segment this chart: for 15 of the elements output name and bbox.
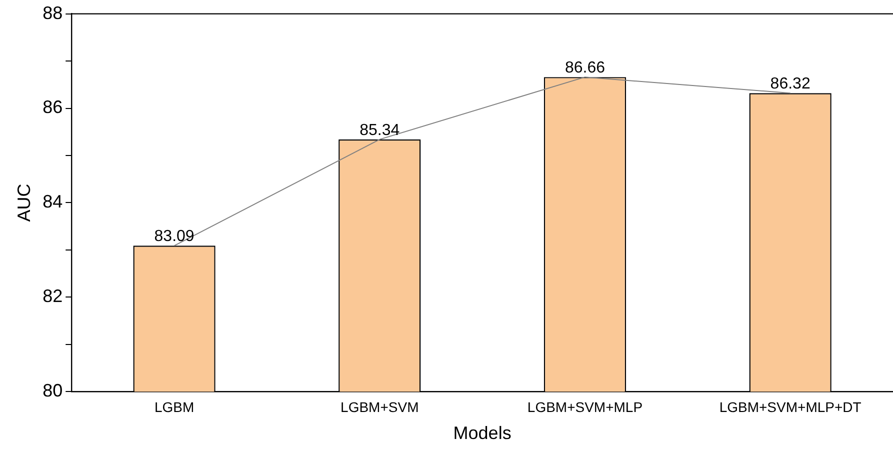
x-tick-label: LGBM+SVM+MLP+DT [719,398,862,415]
data-label: 86.66 [564,59,606,76]
x-tick-label: LGBM+SVM [340,398,419,415]
x-tick-label: LGBM+SVM+MLP [527,398,643,415]
y-axis-title: AUC [14,184,34,222]
data-label: 85.34 [360,122,400,139]
x-axis-title: Models [453,423,512,444]
y-tick-label: 86 [42,97,63,118]
y-tick-label: 80 [42,380,63,401]
x-tick-label: LGBM [154,398,194,415]
y-tick-label: 82 [42,286,63,306]
data-label: 86.32 [770,76,810,93]
y-tick-label: 88 [42,2,63,23]
y-tick-label: 84 [42,192,63,212]
data-label: 83.09 [154,228,194,246]
